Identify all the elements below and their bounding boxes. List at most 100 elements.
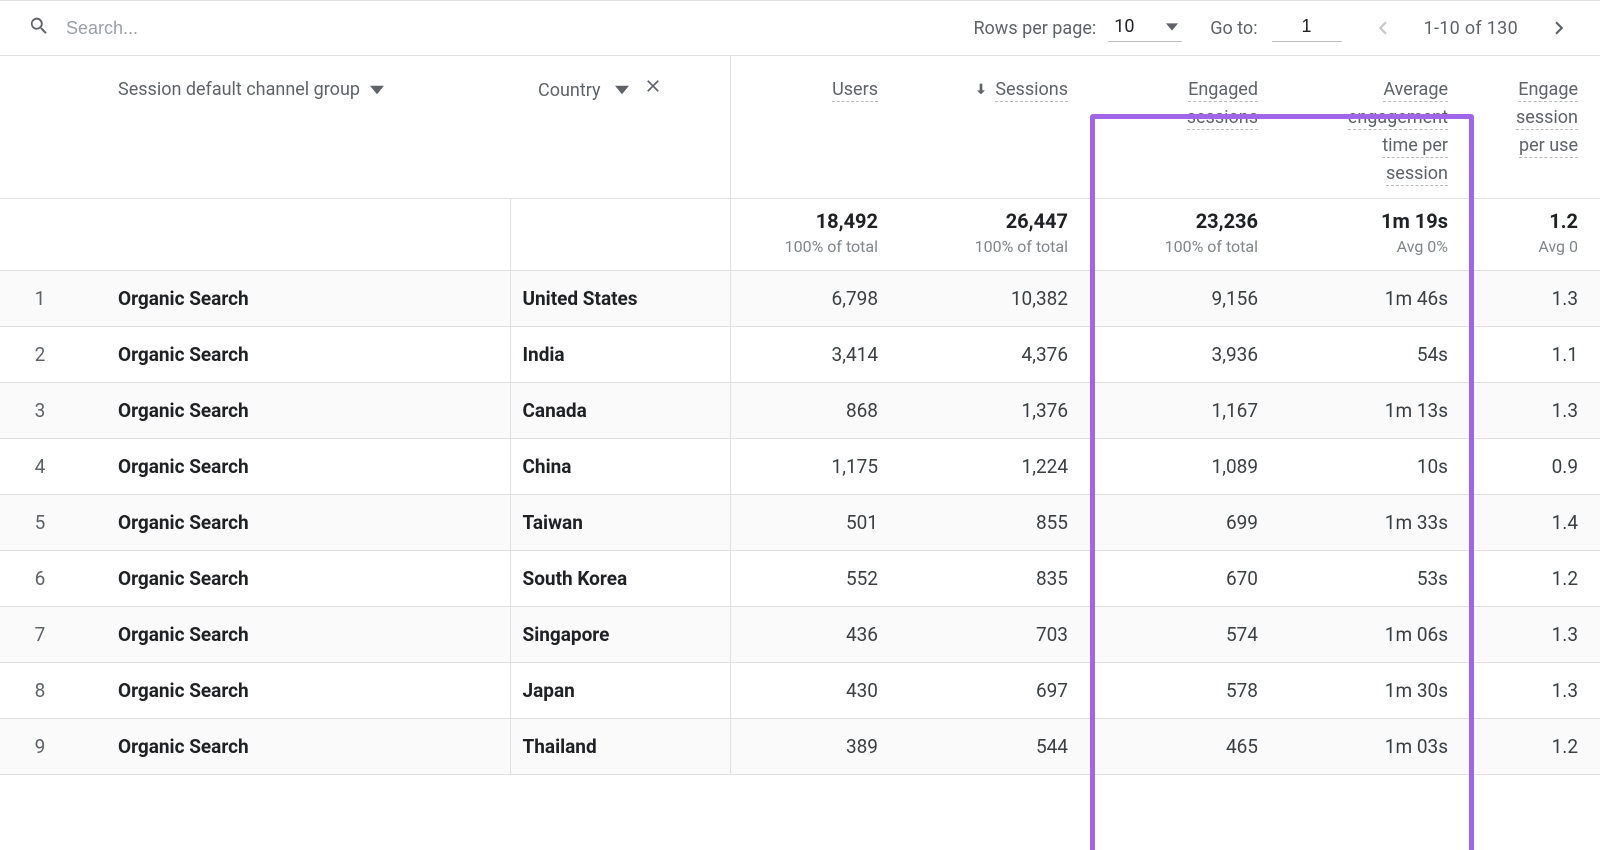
cell-avg-engagement: 1m 33s [1280, 494, 1470, 550]
cell-engaged-per-user: 1.3 [1470, 662, 1600, 718]
cell-avg-engagement: 1m 06s [1280, 606, 1470, 662]
row-index: 5 [0, 494, 90, 550]
cell-engaged-per-user: 1.3 [1470, 382, 1600, 438]
row-index: 8 [0, 662, 90, 718]
row-index: 7 [0, 606, 90, 662]
column-header-sessions[interactable]: Sessions [900, 56, 1090, 198]
cell-avg-engagement: 1m 46s [1280, 270, 1470, 326]
cell-country[interactable]: China [510, 438, 730, 494]
cell-channel[interactable]: Organic Search [90, 326, 510, 382]
cell-engaged-sessions: 670 [1090, 550, 1280, 606]
cell-channel[interactable]: Organic Search [90, 270, 510, 326]
cell-channel[interactable]: Organic Search [90, 494, 510, 550]
cell-avg-engagement: 10s [1280, 438, 1470, 494]
cell-country[interactable]: Taiwan [510, 494, 730, 550]
dimension-secondary-label: Country [538, 77, 601, 105]
cell-sessions: 1,224 [900, 438, 1090, 494]
sort-desc-icon [973, 79, 995, 100]
table-row[interactable]: 6Organic SearchSouth Korea55283567053s1.… [0, 550, 1600, 606]
search-input[interactable] [64, 17, 464, 40]
cell-channel[interactable]: Organic Search [90, 382, 510, 438]
column-header-country[interactable]: Country [510, 56, 730, 198]
row-index: 9 [0, 718, 90, 774]
cell-engaged-sessions: 1,089 [1090, 438, 1280, 494]
rows-per-page-value: 10 [1114, 16, 1134, 37]
prev-page-button[interactable] [1370, 15, 1396, 41]
cell-users: 430 [730, 662, 900, 718]
column-header-engaged-sessions-per-user[interactable]: Engage session per use [1470, 56, 1600, 198]
table-row[interactable]: 2Organic SearchIndia3,4144,3763,93654s1.… [0, 326, 1600, 382]
chevron-down-icon [370, 83, 384, 97]
column-header-avg-engagement-time[interactable]: Average engagement time per session [1280, 56, 1470, 198]
table-row[interactable]: 7Organic SearchSingapore4367035741m 06s1… [0, 606, 1600, 662]
cell-engaged-per-user: 1.3 [1470, 606, 1600, 662]
goto-input[interactable] [1272, 15, 1342, 42]
cell-channel[interactable]: Organic Search [90, 718, 510, 774]
totals-engaged-sessions: 23,236 100% of total [1090, 198, 1280, 270]
table-row[interactable]: 9Organic SearchThailand3895444651m 03s1.… [0, 718, 1600, 774]
cell-sessions: 855 [900, 494, 1090, 550]
cell-users: 3,414 [730, 326, 900, 382]
cell-country[interactable]: South Korea [510, 550, 730, 606]
rows-per-page-select[interactable]: 10 [1108, 14, 1182, 42]
totals-avg-engagement: 1m 19s Avg 0% [1280, 198, 1470, 270]
cell-avg-engagement: 1m 03s [1280, 718, 1470, 774]
next-page-button[interactable] [1546, 15, 1572, 41]
goto-label: Go to: [1210, 18, 1257, 39]
table-row[interactable]: 4Organic SearchChina1,1751,2241,08910s0.… [0, 438, 1600, 494]
row-index: 2 [0, 326, 90, 382]
column-header-channel[interactable]: Session default channel group [90, 56, 510, 198]
cell-engaged-per-user: 0.9 [1470, 438, 1600, 494]
table-row[interactable]: 8Organic SearchJapan4306975781m 30s1.3 [0, 662, 1600, 718]
cell-channel[interactable]: Organic Search [90, 662, 510, 718]
cell-avg-engagement: 54s [1280, 326, 1470, 382]
cell-sessions: 4,376 [900, 326, 1090, 382]
chevron-down-icon [1166, 21, 1178, 33]
cell-users: 552 [730, 550, 900, 606]
cell-engaged-sessions: 465 [1090, 718, 1280, 774]
cell-avg-engagement: 53s [1280, 550, 1470, 606]
rows-per-page-label: Rows per page: [973, 18, 1096, 39]
column-header-index [0, 56, 90, 198]
totals-users: 18,492 100% of total [730, 198, 900, 270]
cell-engaged-sessions: 1,167 [1090, 382, 1280, 438]
cell-engaged-sessions: 699 [1090, 494, 1280, 550]
table-row[interactable]: 5Organic SearchTaiwan5018556991m 33s1.4 [0, 494, 1600, 550]
cell-country[interactable]: Japan [510, 662, 730, 718]
cell-users: 6,798 [730, 270, 900, 326]
remove-dimension-button[interactable] [643, 76, 663, 105]
table-row[interactable]: 3Organic SearchCanada8681,3761,1671m 13s… [0, 382, 1600, 438]
cell-engaged-per-user: 1.2 [1470, 718, 1600, 774]
cell-avg-engagement: 1m 30s [1280, 662, 1470, 718]
totals-sessions: 26,447 100% of total [900, 198, 1090, 270]
cell-avg-engagement: 1m 13s [1280, 382, 1470, 438]
cell-engaged-sessions: 578 [1090, 662, 1280, 718]
cell-engaged-per-user: 1.4 [1470, 494, 1600, 550]
cell-sessions: 544 [900, 718, 1090, 774]
cell-sessions: 703 [900, 606, 1090, 662]
cell-country[interactable]: United States [510, 270, 730, 326]
column-header-engaged-sessions[interactable]: Engaged sessions [1090, 56, 1280, 198]
column-header-users[interactable]: Users [730, 56, 900, 198]
cell-engaged-per-user: 1.1 [1470, 326, 1600, 382]
cell-channel[interactable]: Organic Search [90, 550, 510, 606]
data-table: Session default channel group Country Us… [0, 56, 1600, 775]
cell-channel[interactable]: Organic Search [90, 438, 510, 494]
totals-row: 18,492 100% of total 26,447 100% of tota… [0, 198, 1600, 270]
cell-users: 436 [730, 606, 900, 662]
cell-engaged-sessions: 3,936 [1090, 326, 1280, 382]
cell-engaged-per-user: 1.3 [1470, 270, 1600, 326]
cell-engaged-sessions: 9,156 [1090, 270, 1280, 326]
cell-country[interactable]: Canada [510, 382, 730, 438]
cell-sessions: 697 [900, 662, 1090, 718]
cell-engaged-sessions: 574 [1090, 606, 1280, 662]
cell-country[interactable]: Singapore [510, 606, 730, 662]
dimension-primary-label: Session default channel group [118, 76, 360, 104]
cell-users: 868 [730, 382, 900, 438]
cell-channel[interactable]: Organic Search [90, 606, 510, 662]
table-row[interactable]: 1Organic SearchUnited States6,79810,3829… [0, 270, 1600, 326]
table-toolbar: Rows per page: 10 Go to: 1-10 of 130 [0, 0, 1600, 56]
cell-engaged-per-user: 1.2 [1470, 550, 1600, 606]
cell-country[interactable]: India [510, 326, 730, 382]
cell-country[interactable]: Thailand [510, 718, 730, 774]
